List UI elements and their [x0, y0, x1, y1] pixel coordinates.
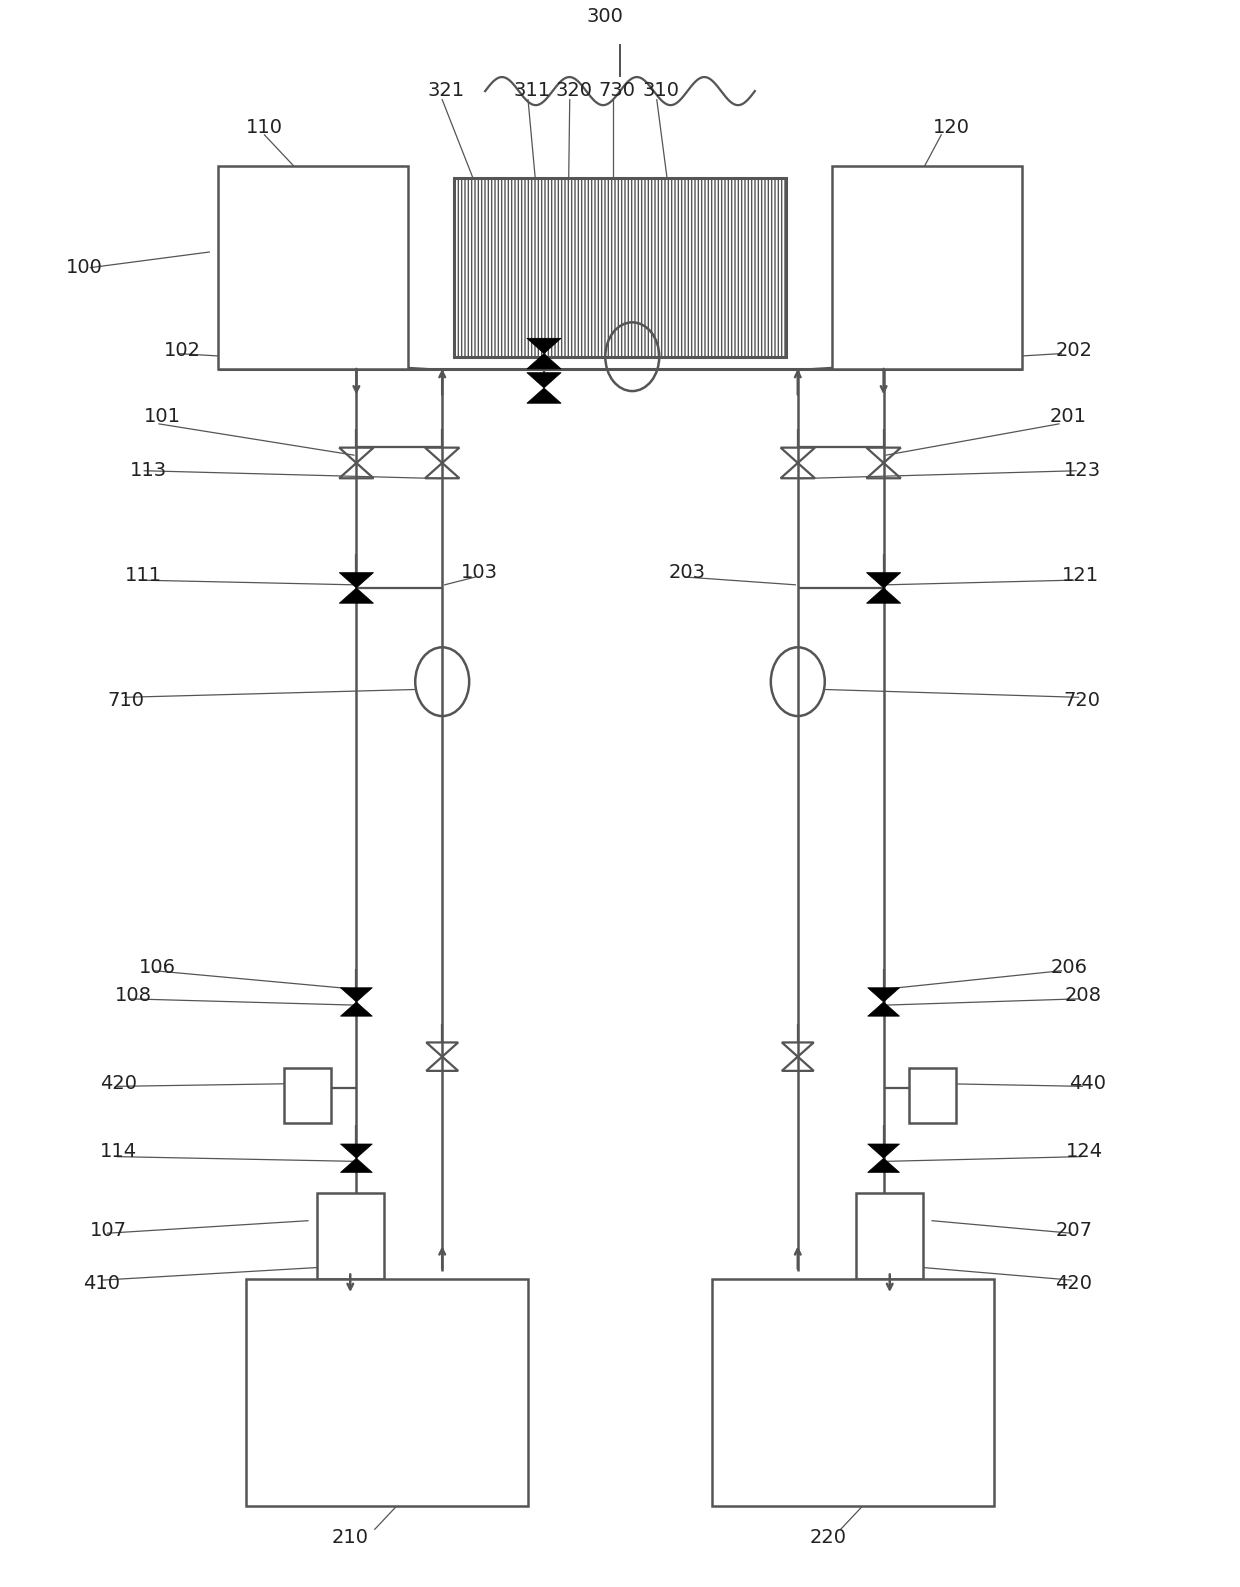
Text: 114: 114 [100, 1143, 138, 1162]
Text: 420: 420 [100, 1074, 138, 1093]
Text: 101: 101 [144, 406, 181, 425]
Polygon shape [868, 1159, 899, 1173]
Polygon shape [527, 387, 562, 403]
Text: 203: 203 [670, 563, 706, 582]
Text: 113: 113 [129, 462, 166, 481]
Polygon shape [867, 573, 900, 587]
Polygon shape [341, 987, 372, 1001]
Polygon shape [341, 1144, 372, 1159]
Text: 102: 102 [164, 341, 201, 360]
Bar [856, 1193, 924, 1279]
Polygon shape [527, 373, 562, 387]
Text: 410: 410 [83, 1274, 120, 1293]
Text: 108: 108 [115, 986, 151, 1005]
Polygon shape [340, 587, 373, 603]
Polygon shape [341, 1159, 372, 1173]
Polygon shape [527, 354, 562, 368]
Polygon shape [868, 1144, 899, 1159]
Polygon shape [527, 338, 562, 354]
Text: 300: 300 [587, 6, 624, 25]
Text: 107: 107 [91, 1220, 128, 1239]
Text: 121: 121 [1061, 567, 1099, 586]
Text: 206: 206 [1050, 959, 1087, 978]
Bar [909, 1068, 956, 1124]
Text: 100: 100 [66, 259, 103, 278]
Bar [316, 1193, 384, 1279]
Bar [284, 1068, 331, 1124]
Text: 120: 120 [932, 117, 970, 136]
Text: 208: 208 [1065, 986, 1102, 1005]
Text: 220: 220 [810, 1528, 847, 1547]
Text: 210: 210 [332, 1528, 368, 1547]
Text: 321: 321 [428, 81, 465, 100]
Bar [712, 1279, 994, 1506]
Text: 440: 440 [1069, 1074, 1106, 1093]
Text: 720: 720 [1064, 690, 1101, 709]
Polygon shape [341, 1001, 372, 1016]
Polygon shape [868, 987, 899, 1001]
Text: 123: 123 [1064, 462, 1101, 481]
Bar [832, 167, 1022, 370]
Text: 730: 730 [598, 81, 635, 100]
Text: 320: 320 [556, 81, 591, 100]
Bar [218, 167, 408, 370]
Bar [246, 1279, 528, 1506]
Text: 202: 202 [1055, 341, 1092, 360]
Text: 310: 310 [642, 81, 680, 100]
Text: 110: 110 [246, 117, 283, 136]
Text: 103: 103 [460, 563, 497, 582]
Polygon shape [340, 573, 373, 587]
Text: 111: 111 [125, 567, 161, 586]
Text: 311: 311 [513, 81, 551, 100]
Text: 106: 106 [139, 959, 176, 978]
Polygon shape [867, 587, 900, 603]
Bar [455, 178, 785, 357]
Text: 710: 710 [108, 690, 145, 709]
Text: 207: 207 [1055, 1220, 1092, 1239]
Text: 201: 201 [1049, 406, 1086, 425]
Text: 124: 124 [1066, 1143, 1104, 1162]
Text: 420: 420 [1055, 1274, 1092, 1293]
Polygon shape [868, 1001, 899, 1016]
